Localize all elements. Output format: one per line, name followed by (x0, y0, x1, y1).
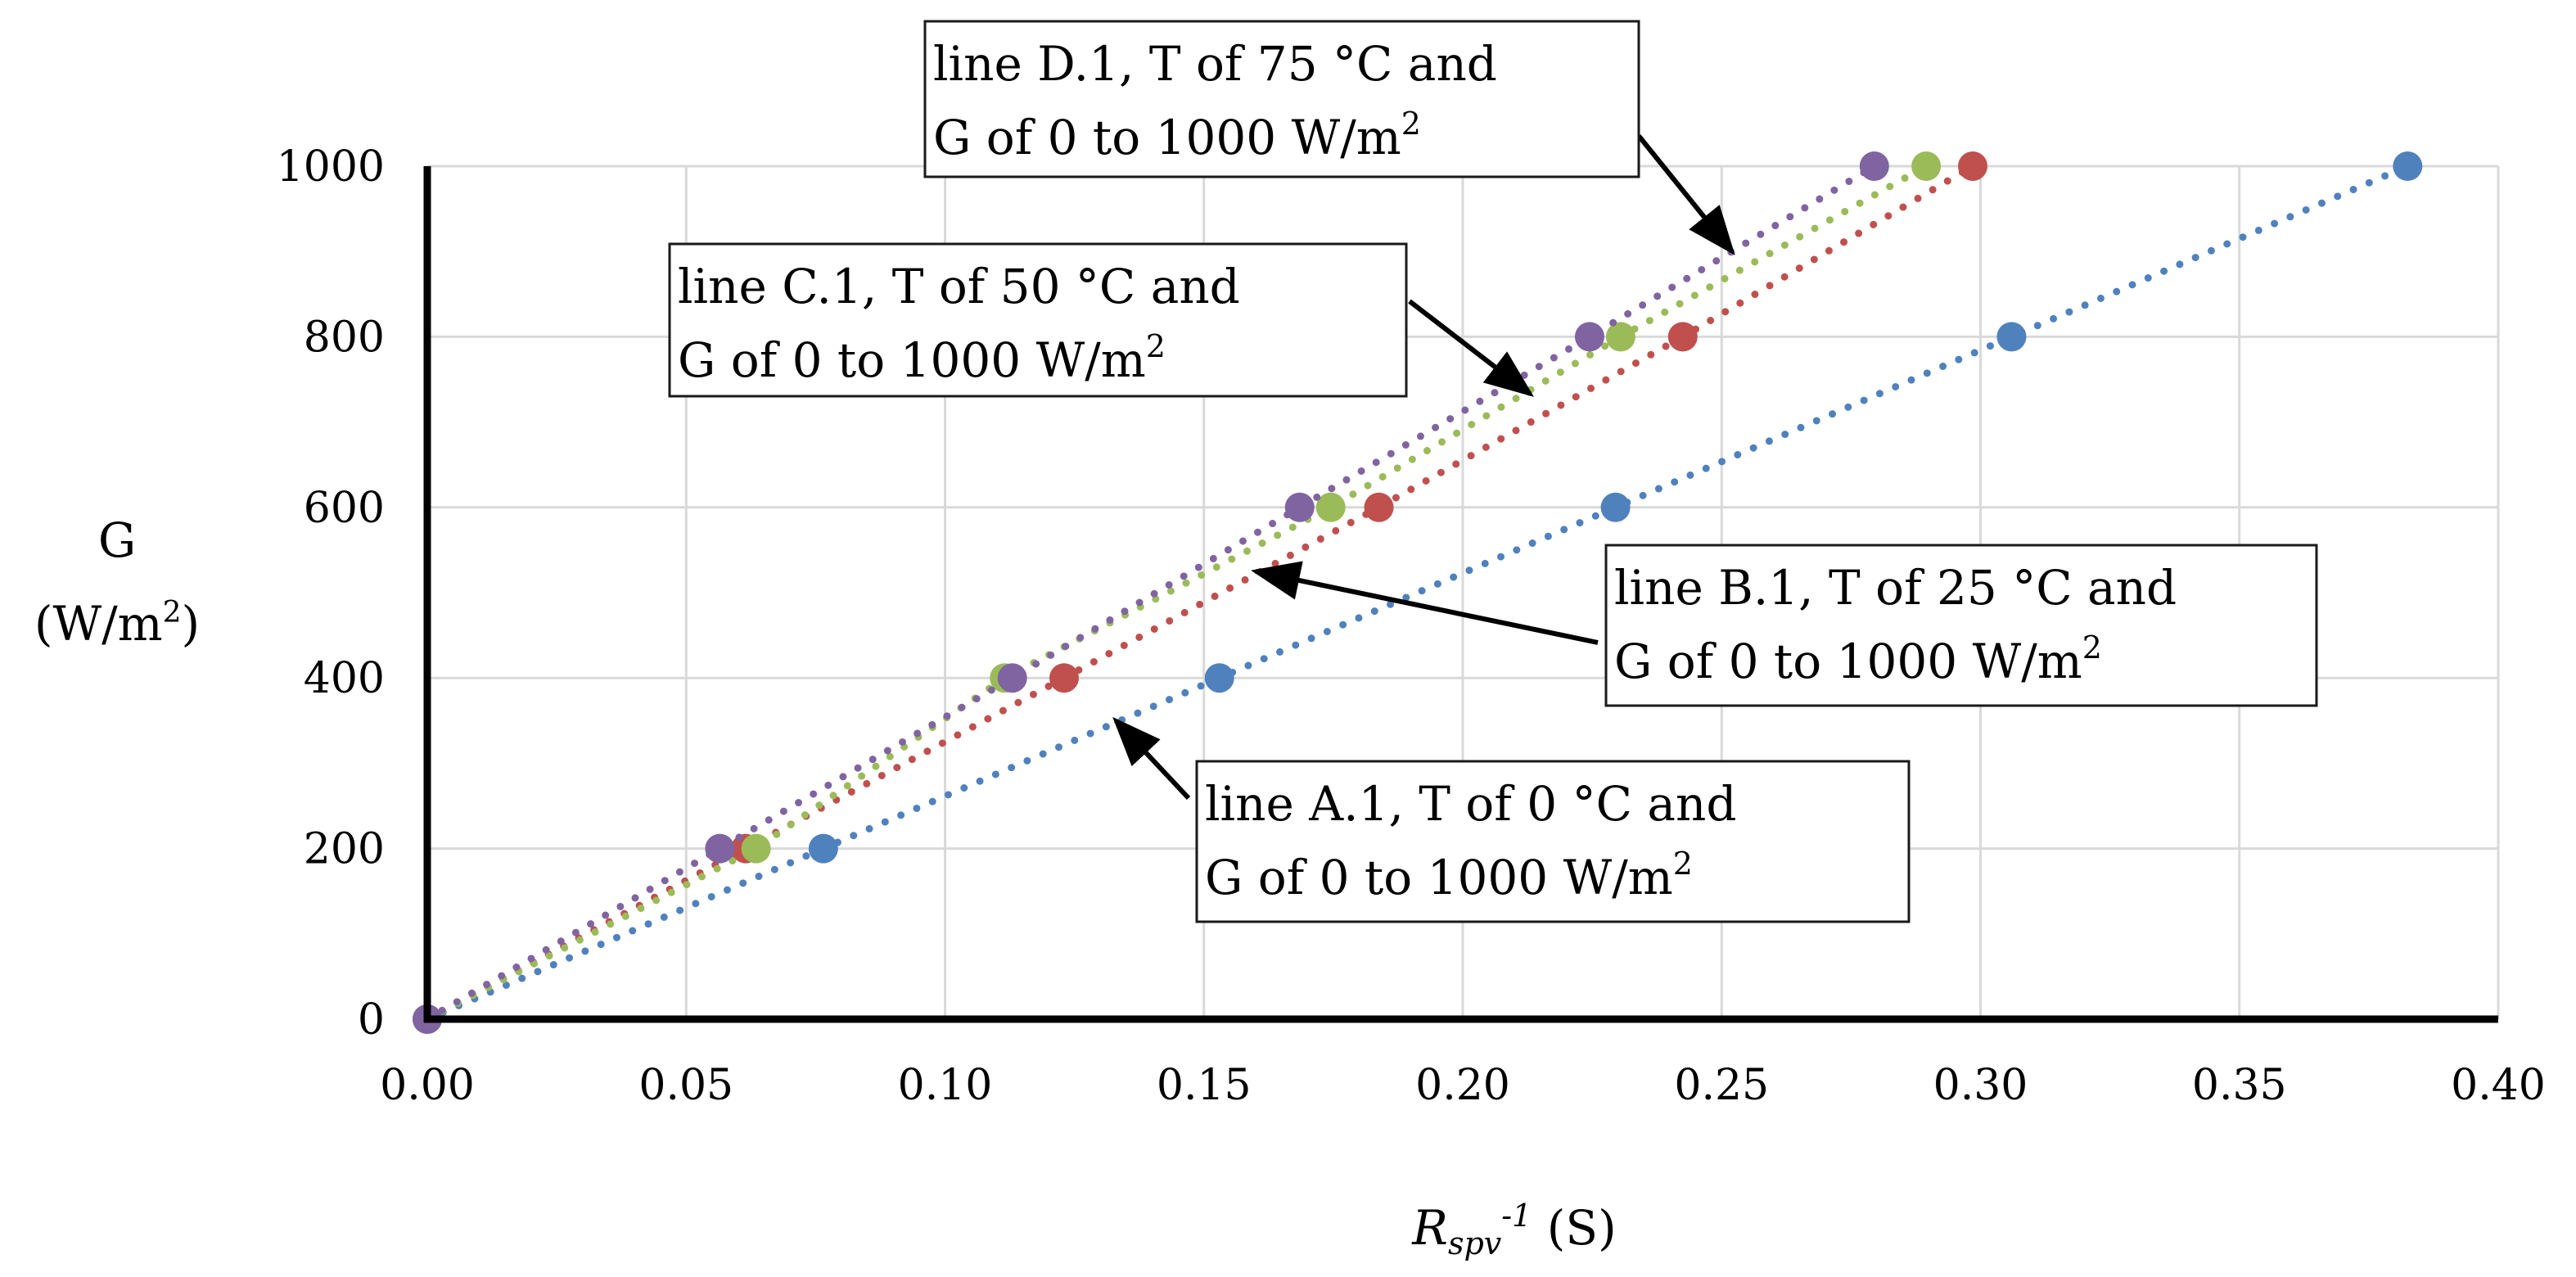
annotation-box (668, 242, 1408, 398)
tick-labels: 0.00 0.05 0.10 0.15 0.20 0.25 0.30 0.35 0.40 0 200… (277, 142, 2546, 1110)
annotation-line1: line A.1, T of 0 °C and (1205, 776, 1736, 832)
data-point (1859, 151, 1889, 181)
x-tick-label: 0.30 (1933, 1061, 2028, 1110)
annotation-line2: G of 0 to 1000 W/m2 (933, 106, 1421, 165)
annotation-line1: line B.1, T of 25 °C and (1614, 560, 2177, 616)
annotation-line2-text: G of 0 to 1000 W/m (678, 332, 1146, 388)
x-tick-label: 0.40 (2451, 1061, 2546, 1110)
series-trendline (423, 162, 1879, 1023)
data-point (705, 833, 735, 864)
x-tick-label: 0.20 (1415, 1061, 1510, 1110)
data-point (1049, 663, 1079, 693)
x-axis-title: Rspv-1 (S) (1411, 1198, 1616, 1261)
annotation-line2-text: G of 0 to 1000 W/m (933, 110, 1401, 165)
x-tick-label: 0.15 (1157, 1061, 1252, 1110)
annotation-line2-sup: 2 (1401, 106, 1421, 142)
x-tick-label: 0.25 (1674, 1061, 1769, 1110)
x-tick-label: 0.00 (380, 1061, 475, 1110)
y-tick-label: 800 (304, 313, 385, 362)
x-tick-label: 0.10 (898, 1061, 993, 1110)
series-layer (413, 151, 2423, 1034)
annotation-arrow (1251, 561, 1599, 645)
y-tick-label: 400 (304, 654, 385, 703)
annotation-arrow (1112, 716, 1191, 801)
data-point (997, 663, 1027, 693)
axes (423, 166, 2498, 1023)
annotation-line2: G of 0 to 1000 W/m2 (1614, 629, 2102, 689)
annotation-arrow (1636, 134, 1735, 255)
series-line-d-1 (413, 151, 1889, 1034)
annotation-c: line C.1, T of 50 °C and G of 0 to 1000 W… (668, 242, 1534, 398)
annotation-line1: line D.1, T of 75 °C and (933, 36, 1497, 92)
annotation-a: line A.1, T of 0 °C and G of 0 to 1000 W/… (1112, 716, 1911, 923)
data-point (741, 833, 771, 864)
annotation-line2-text: G of 0 to 1000 W/m (1205, 850, 1673, 905)
data-point (1284, 492, 1315, 522)
annotation-box (923, 20, 1640, 178)
y-tick-label: 0 (358, 995, 385, 1045)
annotation-box (1195, 760, 1911, 923)
data-point (1958, 151, 1988, 181)
annotation-line2-text: G of 0 to 1000 W/m (1614, 634, 2082, 689)
data-point (1204, 663, 1234, 693)
series-trendline (423, 162, 1930, 1023)
data-point (1911, 151, 1942, 181)
y-axis-title-line1: G (98, 512, 136, 568)
data-point (1605, 322, 1635, 352)
annotation-box (1604, 544, 2318, 707)
x-tick-label: 0.05 (638, 1061, 733, 1110)
data-point (1996, 322, 2027, 352)
annotation-arrow (1408, 299, 1534, 397)
annotation-line2: G of 0 to 1000 W/m2 (678, 328, 1166, 388)
data-point (1600, 492, 1631, 522)
annotation-line2: G of 0 to 1000 W/m2 (1205, 846, 1693, 905)
annotation-line2-sup: 2 (1673, 846, 1693, 882)
series-trendline (423, 162, 2411, 1023)
annotation-b: line B.1, T of 25 °C and G of 0 to 1000 W… (1251, 544, 2318, 707)
data-point (1574, 322, 1604, 352)
annotation-line1: line C.1, T of 50 °C and (678, 259, 1240, 314)
y-axis-title-line2: (W/m2) (34, 596, 200, 652)
annotation-d: line D.1, T of 75 °C and G of 0 to 1000 W… (923, 20, 1735, 255)
data-point (808, 833, 838, 864)
x-tick-label: 0.35 (2192, 1061, 2287, 1110)
data-point (1364, 492, 1394, 522)
y-tick-label: 600 (304, 484, 385, 533)
annotation-line2-sup: 2 (1146, 328, 1166, 364)
annotations: line A.1, T of 0 °C and G of 0 to 1000 W/… (668, 20, 2318, 923)
data-point (1315, 492, 1346, 522)
data-point (1667, 322, 1698, 352)
data-point (2393, 151, 2423, 181)
annotation-line2-sup: 2 (2082, 629, 2102, 666)
y-tick-label: 1000 (277, 142, 385, 192)
y-tick-label: 200 (304, 825, 385, 874)
